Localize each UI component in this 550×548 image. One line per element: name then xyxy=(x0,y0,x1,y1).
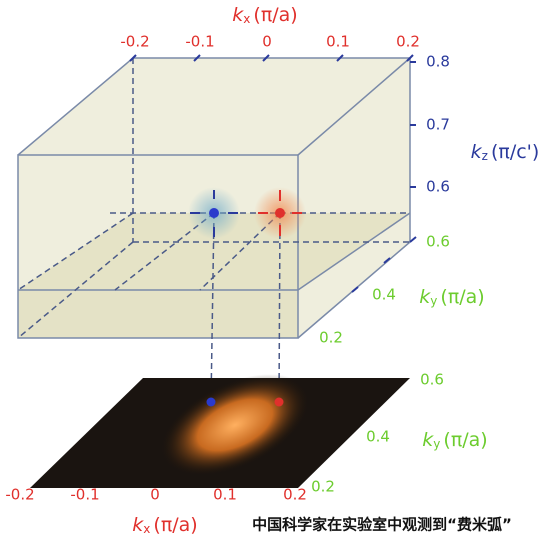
tick-label: -0.1 xyxy=(185,33,214,51)
tick-label: 0 xyxy=(262,33,272,51)
tick-label: 0.6 xyxy=(426,178,450,196)
tick-mark xyxy=(336,54,344,62)
tick-label: 0.6 xyxy=(420,371,444,389)
tick-mark xyxy=(351,286,359,293)
bottom-ky-label: ky (π/a) xyxy=(422,429,487,451)
tick-mark xyxy=(409,236,417,243)
tick-mark xyxy=(262,54,270,62)
lower-face xyxy=(18,290,298,338)
dashed-lines xyxy=(17,58,410,403)
tick-label: 0.4 xyxy=(372,286,396,304)
tick-mark xyxy=(129,54,137,62)
tick-label: 0.2 xyxy=(396,33,420,51)
tick-label: -0.1 xyxy=(70,486,99,504)
tick-label: -0.2 xyxy=(120,33,149,51)
kx-label: kx (π/a) xyxy=(232,4,297,26)
tick-label: 0.1 xyxy=(326,33,350,51)
dash xyxy=(278,212,281,403)
blue-point xyxy=(209,208,219,218)
ky-label: ky (π/a) xyxy=(419,286,484,308)
tick-label: 0 xyxy=(150,486,160,504)
dash xyxy=(17,212,134,291)
red-arrows xyxy=(258,190,302,236)
fermi-arc xyxy=(160,374,310,476)
edge xyxy=(297,57,411,156)
edge xyxy=(297,212,411,291)
blue-projection xyxy=(206,397,216,407)
kz-label: kz (π/c') xyxy=(471,141,540,163)
box-edges xyxy=(17,57,411,339)
kz-plane xyxy=(18,213,410,290)
red-projection xyxy=(274,397,284,407)
blue-arrows xyxy=(190,190,238,237)
front-face xyxy=(17,154,299,339)
tick-label: 0.7 xyxy=(426,116,450,134)
bottom-kx-label: kx (π/a) xyxy=(132,514,197,536)
tick-label: 0.1 xyxy=(213,486,237,504)
caption: 中国科学家在实验室中观测到“费米弧” xyxy=(252,516,512,534)
tick-label: 0.6 xyxy=(426,233,450,251)
tick-label: 0.8 xyxy=(426,53,450,71)
tick-label: 0.2 xyxy=(311,478,335,496)
tick-mark xyxy=(406,54,414,62)
red-point xyxy=(275,208,285,218)
tick-label: 0.2 xyxy=(283,486,307,504)
tick-label: 0.2 xyxy=(319,329,343,347)
dash xyxy=(17,241,134,339)
edge xyxy=(17,57,134,156)
tick-mark xyxy=(383,257,391,264)
dash xyxy=(210,212,215,403)
tick-label: 0.4 xyxy=(366,428,390,446)
tick-mark xyxy=(193,54,201,62)
tick-label: -0.2 xyxy=(5,486,34,504)
